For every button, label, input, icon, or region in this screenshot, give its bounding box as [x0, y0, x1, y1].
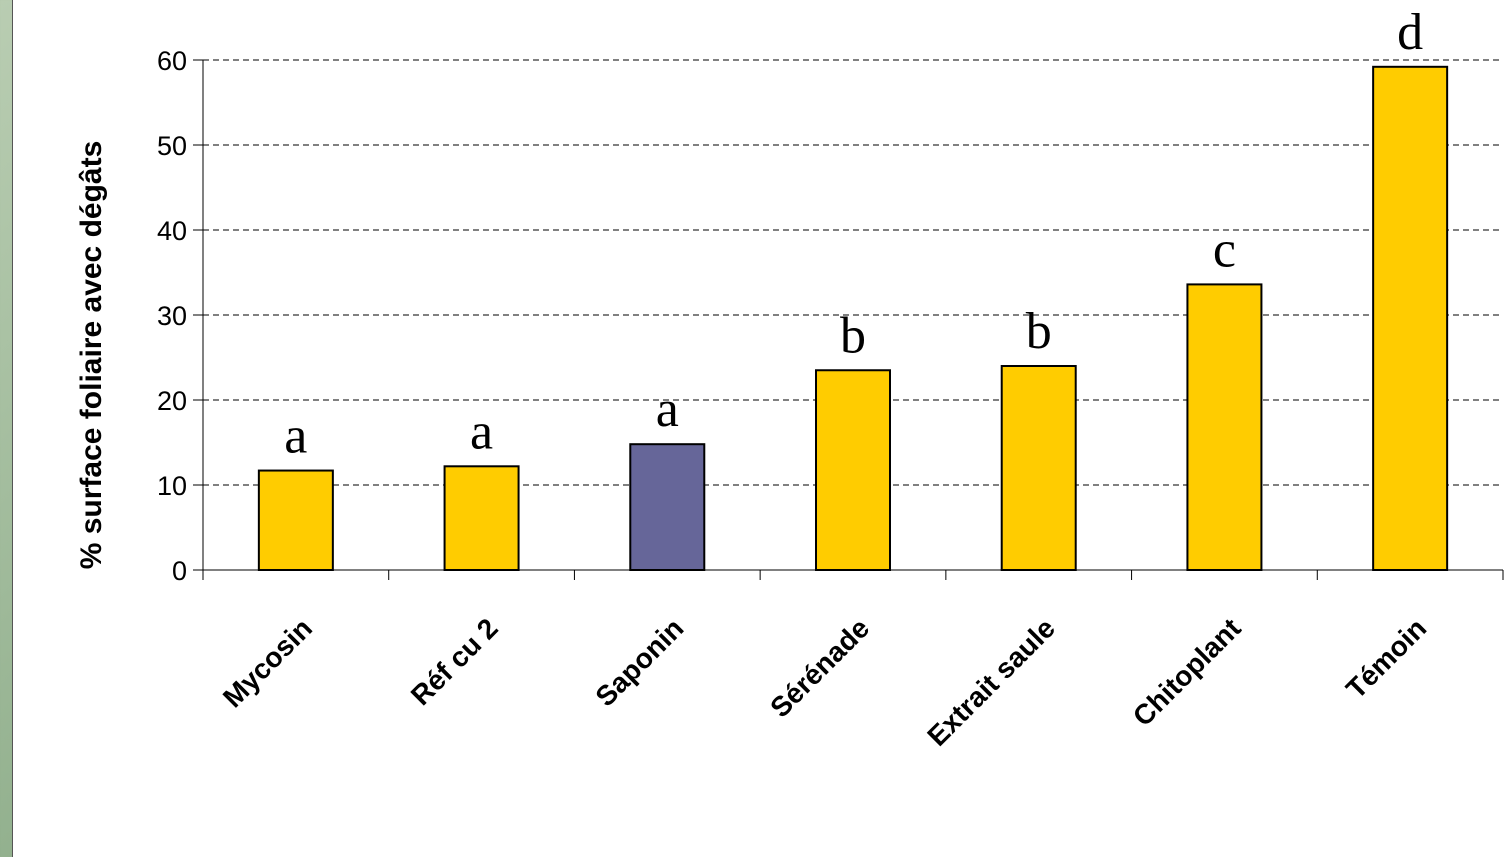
y-axis-title: % surface foliaire avec dégâts	[75, 141, 108, 570]
bar	[443, 465, 520, 571]
significance-label: b	[840, 307, 866, 364]
bar	[629, 443, 706, 572]
y-tick-label: 40	[157, 216, 187, 246]
category-label: Extrait saule	[921, 612, 1061, 752]
bar-chart: 0 10 20 30 40 50 60 a Mycosin a Réf cu 2 a Saponin b S…	[75, 4, 1504, 752]
significance-label: a	[656, 381, 679, 438]
category-label: Mycosin	[217, 612, 318, 713]
y-tick-label: 50	[157, 131, 187, 161]
category-label: Réf cu 2	[405, 612, 504, 711]
significance-label: d	[1397, 4, 1423, 61]
bar	[815, 369, 891, 571]
bar	[1186, 283, 1263, 571]
bar	[257, 469, 334, 571]
category-label: Saponin	[590, 612, 690, 712]
significance-label: b	[1026, 303, 1052, 360]
bar	[1372, 65, 1449, 572]
category-label: Sérénade	[764, 612, 875, 723]
y-tick-label: 10	[157, 471, 187, 501]
y-tick-label: 20	[157, 386, 187, 416]
y-tick-label: 0	[172, 556, 187, 586]
category-label: Chitoplant	[1127, 612, 1247, 732]
significance-label: a	[470, 403, 493, 460]
significance-label: a	[284, 408, 307, 465]
chart-frame: 0 10 20 30 40 50 60 a Mycosin a Réf cu 2 a Saponin b S…	[12, 0, 1508, 857]
bar	[1000, 365, 1077, 571]
category-label: Témoin	[1340, 612, 1432, 704]
y-tick-label: 30	[157, 301, 187, 331]
y-tick-label: 60	[157, 46, 187, 76]
significance-label: c	[1213, 221, 1236, 278]
